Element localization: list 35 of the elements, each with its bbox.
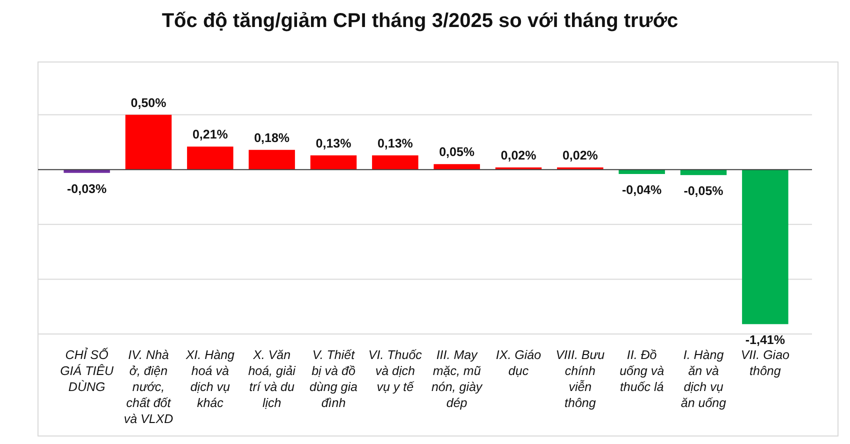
chart-title: Tốc độ tăng/giảm CPI tháng 3/2025 so với tháng trước <box>162 10 678 32</box>
bar <box>248 150 295 170</box>
data-label: 0,13% <box>316 136 352 150</box>
x-tick-label: CHỈ SỐ GIÁ TIÊU DÙNG <box>60 347 115 394</box>
x-tick-label: IX. Giáo dục <box>496 348 542 378</box>
x-tick-label: VII. Giao thông <box>740 348 790 378</box>
x-tick-label: III. May mặc, mũ nón, giày dép <box>431 348 483 410</box>
x-tick-label: IV. Nhà ở, điện nước, chất đốt và VLXD <box>124 348 174 426</box>
data-label: 0,05% <box>439 145 475 160</box>
data-label: -0,05% <box>684 184 724 198</box>
data-label: 0,02% <box>500 148 536 162</box>
data-label: 0,50% <box>130 96 166 110</box>
data-label: 0,18% <box>254 130 290 145</box>
data-label: 0,02% <box>562 148 598 162</box>
bar <box>434 164 480 170</box>
bar <box>742 170 788 324</box>
x-tick-label: V. Thiết bị và đồ dùng gia đình <box>310 348 358 410</box>
x-tick-label: II. Đồ uống và thuốc lá <box>620 348 664 394</box>
bar <box>187 146 234 170</box>
x-tick-label: VIII. Bưu chính viễn thông <box>556 348 605 410</box>
bar <box>310 155 357 170</box>
data-label: 0,21% <box>192 128 228 142</box>
data-label: 0,13% <box>377 136 413 150</box>
bar <box>618 170 665 174</box>
bar <box>125 114 172 170</box>
data-label: -0,03% <box>67 182 107 196</box>
data-label: -0,04% <box>622 182 662 197</box>
bar <box>680 170 727 176</box>
x-tick-label: VI. Thuốc và dịch vụ y tế <box>368 348 423 394</box>
x-tick-label: X. Văn hoá, giải trí và du lịch <box>248 348 297 410</box>
bar <box>372 155 418 170</box>
bar <box>64 170 110 173</box>
x-tick-label: XI. Hàng hoá và dịch vụ khác <box>184 348 235 410</box>
data-label: -1,41% <box>745 333 785 348</box>
x-tick-label: I. Hàng ăn và dịch vụ ăn uống <box>680 348 726 410</box>
